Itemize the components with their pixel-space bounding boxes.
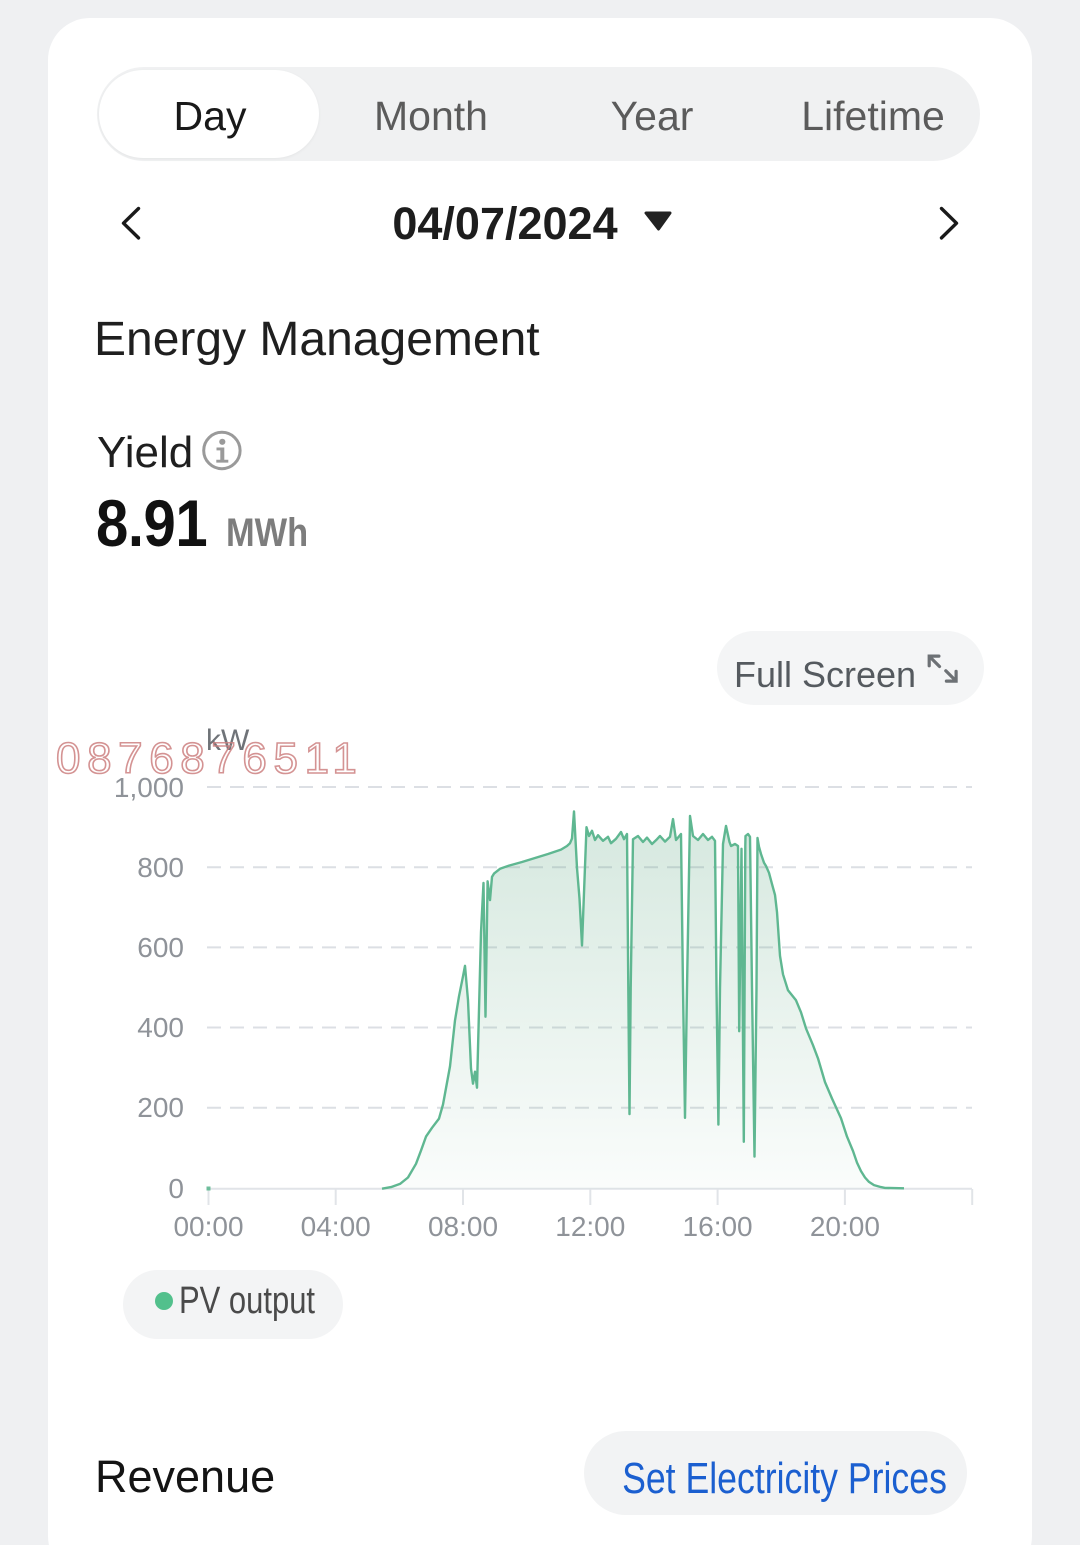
svg-text:0: 0	[168, 1173, 184, 1204]
svg-text:04:00: 04:00	[301, 1211, 371, 1242]
svg-text:12:00: 12:00	[555, 1211, 625, 1242]
svg-text:16:00: 16:00	[683, 1211, 753, 1242]
svg-text:600: 600	[137, 932, 184, 963]
svg-text:400: 400	[137, 1012, 184, 1043]
svg-text:20:00: 20:00	[810, 1211, 880, 1242]
svg-text:08:00: 08:00	[428, 1211, 498, 1242]
svg-text:800: 800	[137, 852, 184, 883]
svg-text:1,000: 1,000	[114, 772, 184, 803]
svg-text:200: 200	[137, 1092, 184, 1123]
svg-text:00:00: 00:00	[173, 1211, 243, 1242]
